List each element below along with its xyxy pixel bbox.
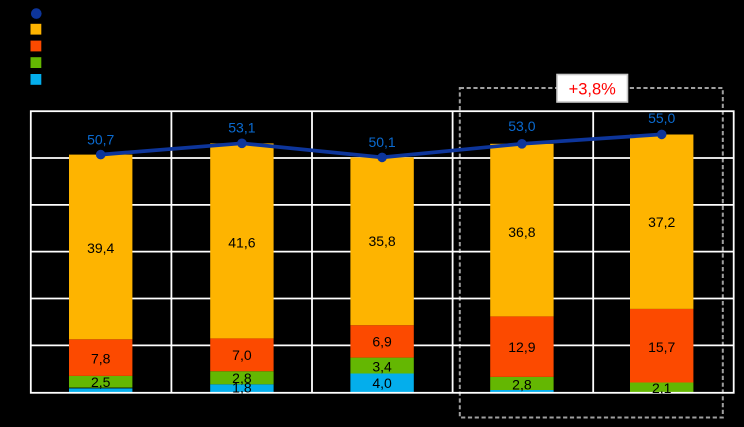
svg-text:37,2: 37,2 xyxy=(648,214,675,230)
svg-text:7,8: 7,8 xyxy=(91,351,111,367)
svg-text:1,8: 1,8 xyxy=(232,380,252,396)
svg-text:36,8: 36,8 xyxy=(508,224,535,240)
svg-text:3,4: 3,4 xyxy=(372,358,392,374)
svg-text:2,5: 2,5 xyxy=(91,374,111,390)
svg-text:50,1: 50,1 xyxy=(368,134,395,150)
svg-text:12,9: 12,9 xyxy=(508,339,535,355)
svg-text:+3,8%: +3,8% xyxy=(569,80,617,98)
svg-text:53,1: 53,1 xyxy=(228,119,255,135)
svg-text:7,0: 7,0 xyxy=(232,347,252,363)
svg-text:50,7: 50,7 xyxy=(87,132,114,148)
svg-text:2,8: 2,8 xyxy=(232,370,252,386)
svg-text:41,6: 41,6 xyxy=(228,234,255,250)
svg-text:35,8: 35,8 xyxy=(368,233,395,249)
svg-text:55,0: 55,0 xyxy=(648,110,675,126)
svg-text:2,8: 2,8 xyxy=(512,377,532,393)
svg-text:39,4: 39,4 xyxy=(87,240,114,256)
svg-text:15,7: 15,7 xyxy=(648,339,675,355)
svg-text:53,0: 53,0 xyxy=(508,118,535,134)
svg-text:6,9: 6,9 xyxy=(372,333,392,349)
svg-text:4,0: 4,0 xyxy=(372,375,392,391)
svg-text:2,1: 2,1 xyxy=(652,380,672,396)
